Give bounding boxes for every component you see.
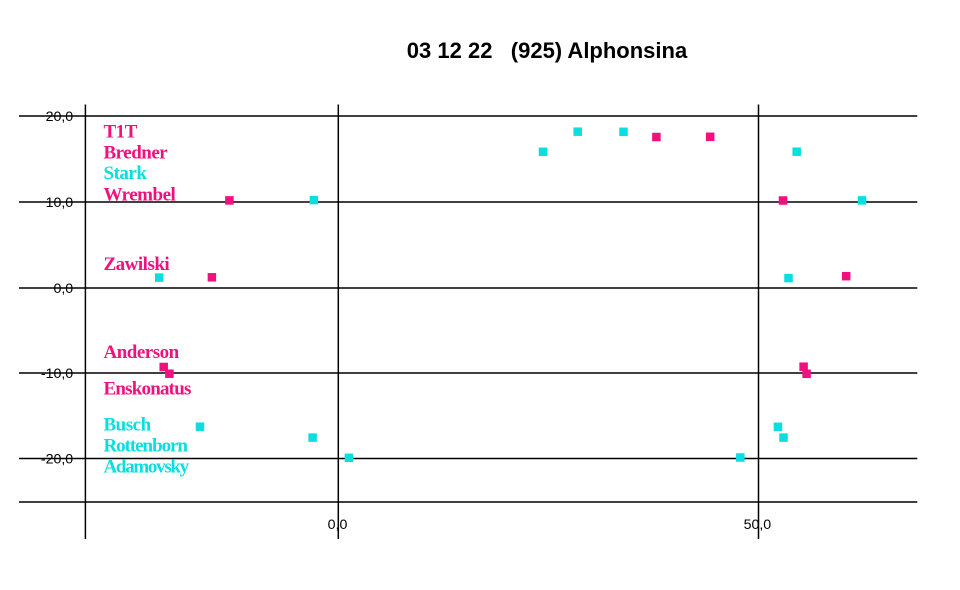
svg-text:Adamovsky: Adamovsky [104, 457, 190, 478]
svg-text:Busch: Busch [104, 414, 152, 435]
svg-text:-10,0: -10,0 [41, 366, 73, 382]
svg-text:0,0: 0,0 [53, 281, 73, 297]
svg-text:Zawilski: Zawilski [104, 254, 170, 275]
svg-text:Bredner: Bredner [104, 142, 169, 163]
svg-text:Stark: Stark [104, 163, 148, 184]
svg-text:20,0: 20,0 [46, 109, 74, 125]
svg-text:0,0: 0,0 [328, 517, 348, 533]
svg-text:Rottenborn: Rottenborn [104, 435, 189, 456]
svg-text:T1T: T1T [104, 121, 138, 142]
svg-text:Enskonatus: Enskonatus [104, 379, 191, 400]
svg-text:03 12 22 (925) Alphonsina: 03 12 22 (925) Alphonsina [407, 38, 688, 63]
svg-text:-20,0: -20,0 [41, 451, 73, 467]
svg-text:10,0: 10,0 [46, 195, 74, 211]
svg-text:50,0: 50,0 [744, 517, 772, 533]
svg-text:Anderson: Anderson [104, 342, 180, 363]
svg-text:Wrembel: Wrembel [104, 184, 176, 205]
